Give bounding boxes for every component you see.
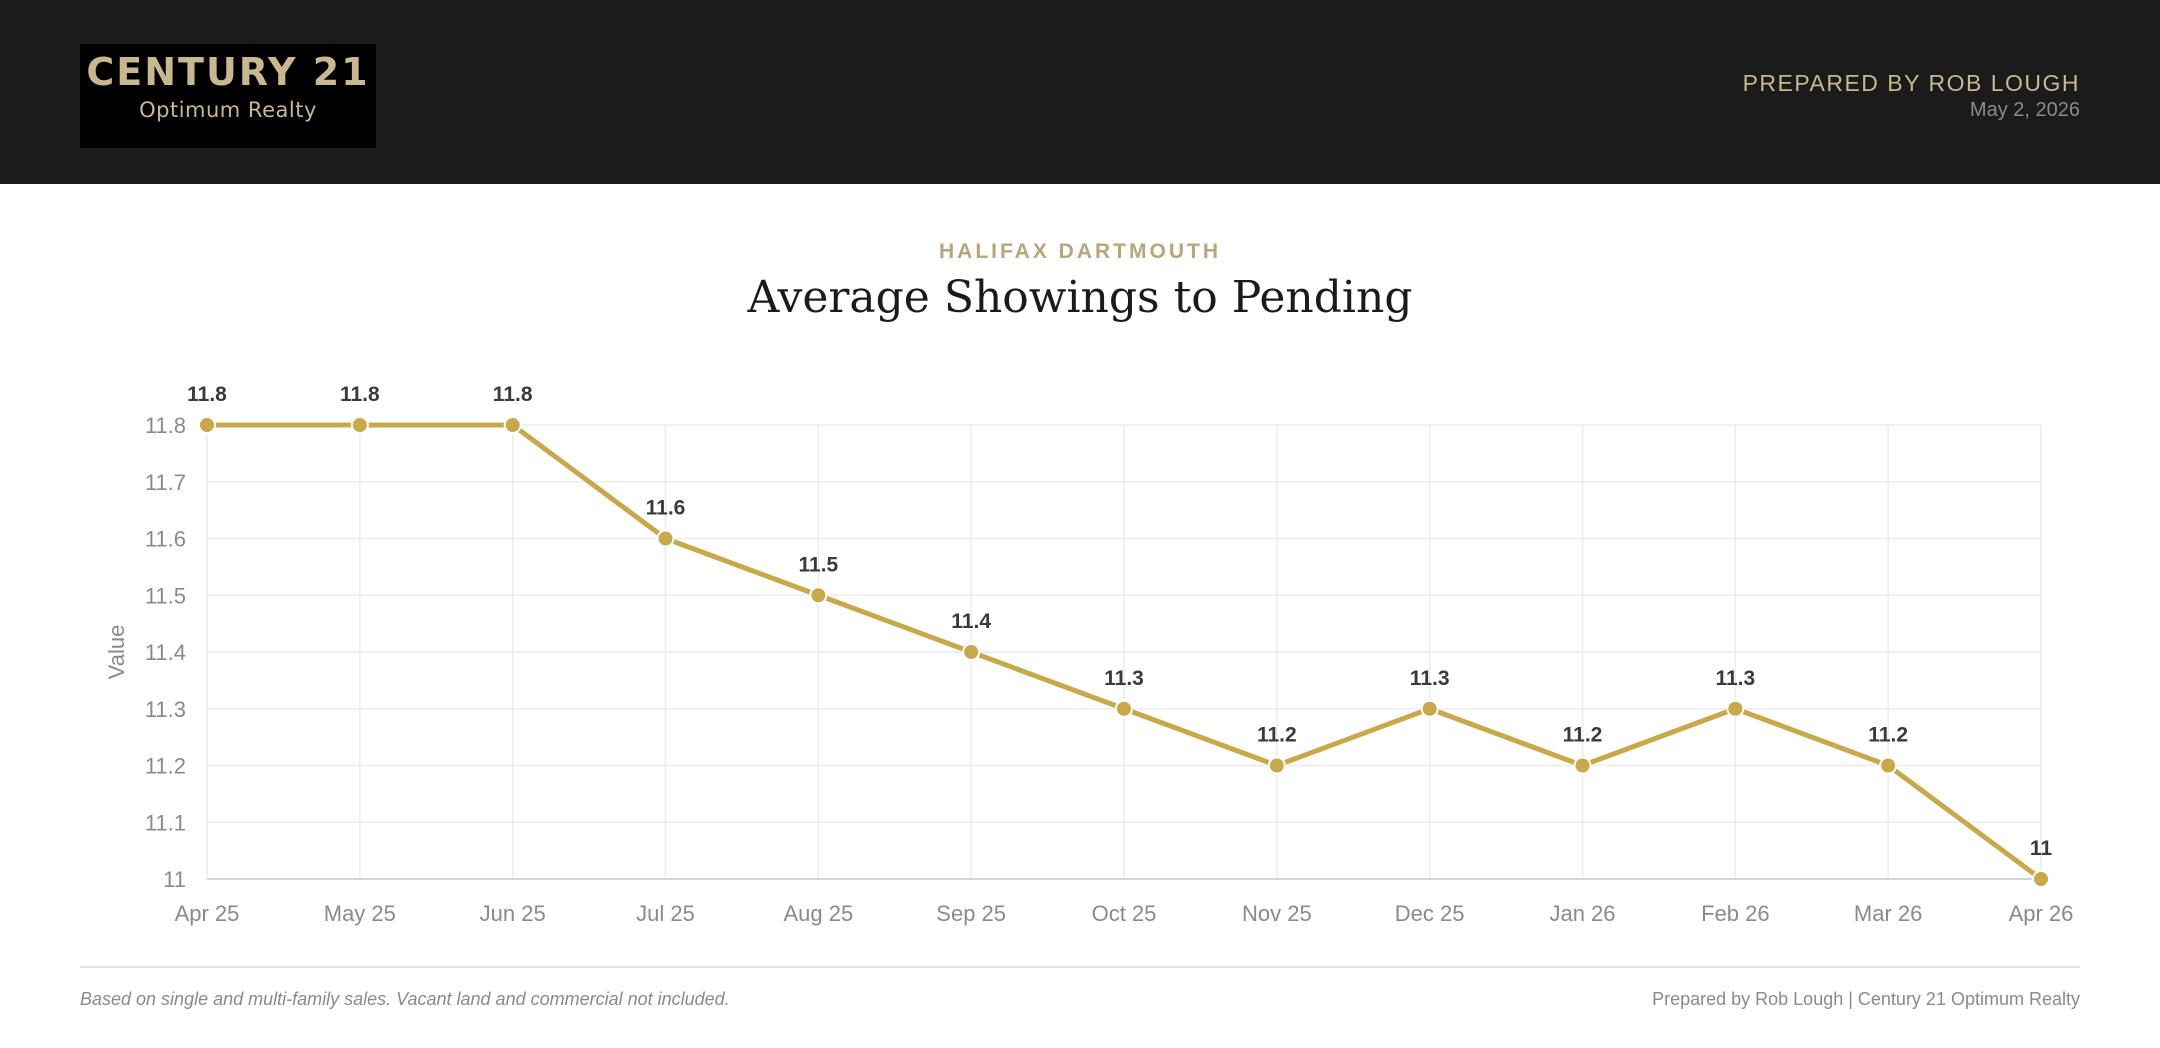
y-tick-label: 11.2 — [145, 754, 186, 779]
data-label: 11.2 — [1257, 724, 1297, 747]
data-label: 11.5 — [798, 553, 838, 576]
y-tick-label: 11.6 — [145, 527, 186, 552]
x-axis-ticks: Apr 25 May 25 Jun 25 Jul 25 Aug 25 Sep 25 Oct … — [175, 901, 2074, 926]
x-tick-label: Jan 26 — [1549, 901, 1615, 926]
x-tick-label: Jun 25 — [480, 901, 546, 926]
data-label: 11.8 — [340, 383, 380, 406]
data-label: 11 — [2030, 837, 2053, 860]
data-label: 11.2 — [1868, 724, 1908, 747]
y-tick-label: 11.3 — [145, 697, 186, 722]
data-point — [656, 529, 675, 548]
data-point — [1879, 756, 1898, 775]
data-label: 11.3 — [1715, 667, 1755, 690]
y-tick-label: 11.7 — [145, 470, 186, 495]
y-tick-label: 11.8 — [145, 413, 186, 438]
data-label: 11.4 — [951, 610, 991, 633]
chart-title: Average Showings to Pending — [747, 272, 1413, 323]
x-tick-label: Oct 25 — [1092, 901, 1157, 926]
x-tick-label: Feb 26 — [1701, 901, 1770, 926]
data-point — [198, 416, 216, 434]
x-tick-label: Sep 25 — [936, 901, 1006, 926]
report-date: May 2, 2026 — [1969, 99, 2080, 121]
data-label: 11.8 — [493, 383, 533, 406]
chart-subtitle: HALIFAX DARTMOUTH — [939, 240, 1221, 263]
x-tick-label: Apr 25 — [175, 901, 240, 926]
data-point — [2032, 870, 2050, 888]
x-tick-label: Nov 25 — [1242, 901, 1312, 926]
prepared-by: PREPARED BY ROB LOUGH — [1742, 70, 2080, 96]
data-point — [1573, 756, 1592, 775]
data-point — [1115, 699, 1133, 718]
data-point — [809, 586, 828, 605]
data-point — [503, 416, 522, 434]
y-tick-label: 11.4 — [145, 640, 186, 665]
y-tick-label: 11.1 — [145, 810, 186, 835]
y-tick-label: 11.5 — [145, 583, 186, 608]
data-label: 11.3 — [1104, 667, 1144, 690]
data-point — [962, 643, 981, 661]
data-labels: 11.8 11.8 11.8 11.6 11.5 11.4 11.3 11.2 11.3 11.2… — [187, 383, 2052, 860]
data-label: 11.8 — [187, 383, 227, 406]
data-point — [350, 416, 369, 434]
y-axis-label: Value — [104, 625, 129, 680]
data-label: 11.3 — [1410, 667, 1450, 690]
footer-divider — [80, 966, 2080, 968]
logo-subtitle: Optimum Realty — [139, 98, 317, 122]
data-label: 11.6 — [646, 497, 686, 520]
chart-grid — [206, 424, 2042, 880]
data-label: 11.2 — [1563, 724, 1603, 747]
report-header: CENTURY 21 Optimum Realty PREPARED BY RO… — [0, 0, 2160, 184]
century21-logo: CENTURY 21 Optimum Realty — [80, 44, 376, 148]
line-chart: 11 11.1 11.2 11.3 11.4 11.5 11.6 11.7 11.8 Apr 2… — [104, 383, 2074, 926]
footer-note: Based on single and multi-family sales. … — [80, 989, 730, 1009]
x-tick-label: Apr 26 — [2009, 901, 2074, 926]
data-point — [1726, 699, 1745, 718]
x-tick-label: Aug 25 — [783, 901, 853, 926]
logo-brand: CENTURY 21 — [86, 50, 370, 94]
x-tick-label: May 25 — [324, 901, 396, 926]
y-axis-ticks: 11 11.1 11.2 11.3 11.4 11.5 11.6 11.7 11.8 — [145, 413, 186, 892]
x-tick-label: Mar 26 — [1854, 901, 1922, 926]
data-point — [1420, 699, 1439, 718]
footer-credit: Prepared by Rob Lough | Century 21 Optim… — [1652, 989, 2080, 1009]
data-points — [198, 416, 2050, 888]
y-tick-label: 11 — [163, 867, 186, 892]
x-tick-label: Jul 25 — [636, 901, 695, 926]
x-tick-label: Dec 25 — [1395, 901, 1465, 926]
data-point — [1267, 756, 1286, 775]
